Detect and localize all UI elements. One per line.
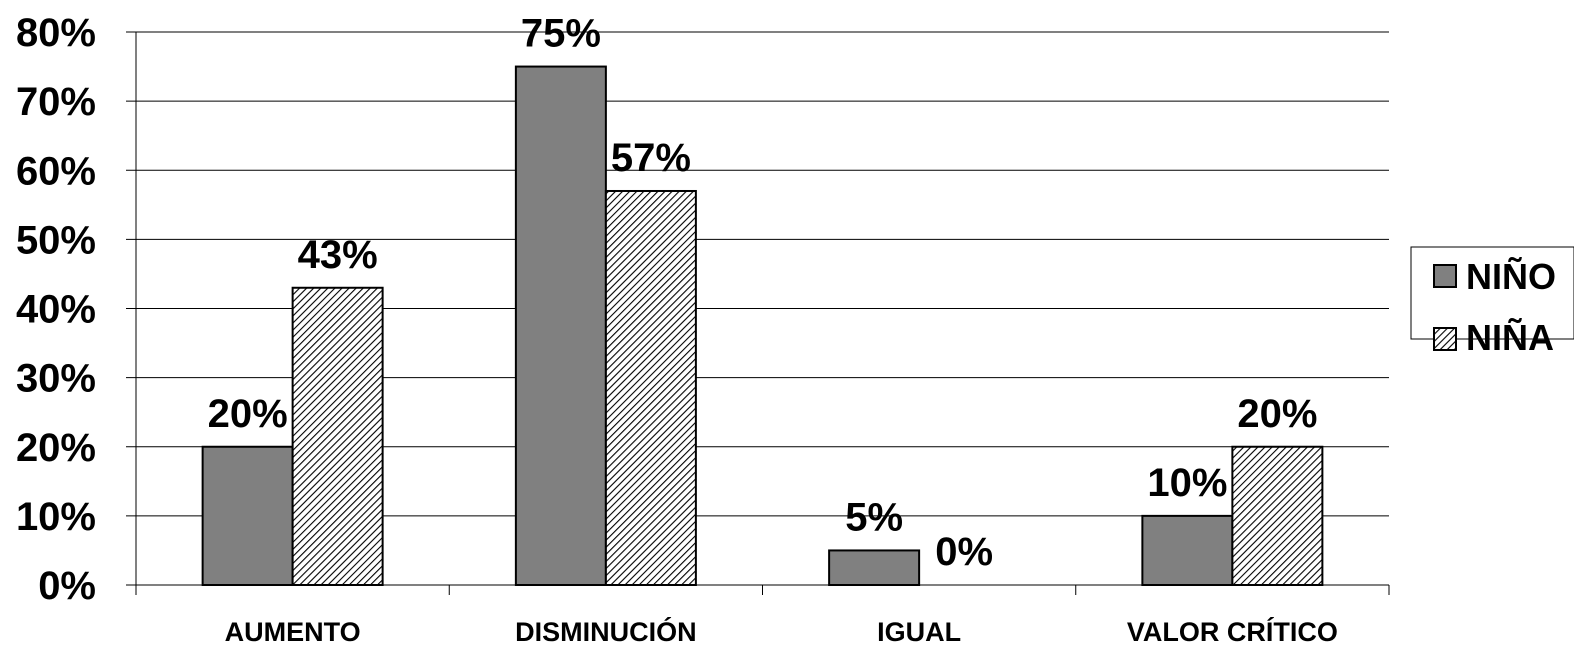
legend-box	[1410, 246, 1574, 340]
data-label: 75%	[521, 12, 601, 56]
y-tick-label: 0%	[38, 564, 96, 608]
x-tick-label: AUMENTO	[225, 617, 361, 647]
axes: 0%10%20%30%40%50%60%70%80%AUMENTO DISMINU…	[16, 11, 1390, 647]
y-tick-label: 30%	[16, 357, 96, 401]
y-tick-label: 50%	[16, 218, 96, 262]
bar-nina	[1231, 445, 1324, 586]
x-tick-label: VALOR CRÍTICO	[1127, 616, 1338, 647]
y-tick-label: 60%	[16, 149, 96, 193]
data-label: 20%	[208, 392, 288, 436]
data-label: 57%	[611, 136, 691, 180]
legend: NIÑO NIÑA	[1410, 246, 1574, 358]
data-label: 0%	[935, 530, 993, 574]
data-label: 20%	[1237, 392, 1317, 436]
data-label: 10%	[1147, 461, 1227, 505]
x-tick-label: IGUAL	[877, 617, 961, 647]
legend-label-nina: NIÑA	[1466, 316, 1554, 358]
data-label: 5%	[845, 495, 903, 539]
bar-nino	[1141, 514, 1234, 586]
legend-swatch-nina	[1433, 327, 1457, 351]
y-tick-label: 80%	[16, 11, 96, 55]
legend-label-nino: NIÑO	[1466, 255, 1556, 297]
data-label: 43%	[298, 233, 378, 277]
y-tick-label: 40%	[16, 288, 96, 332]
bar-nina	[291, 286, 384, 586]
y-tick-label: 10%	[16, 495, 96, 539]
y-tick-label: 70%	[16, 80, 96, 124]
bars	[201, 65, 1324, 587]
data-labels: 20%43%75%57%5%0%10%20%	[208, 12, 1318, 574]
bar-nino	[828, 549, 921, 586]
x-tick-label: DISMINUCIÓN	[515, 616, 697, 647]
bar-nino	[201, 445, 294, 586]
bar-nino	[514, 65, 607, 586]
y-tick-label: 20%	[16, 426, 96, 470]
legend-swatch-nino	[1433, 264, 1457, 288]
bar-nina	[604, 189, 697, 587]
